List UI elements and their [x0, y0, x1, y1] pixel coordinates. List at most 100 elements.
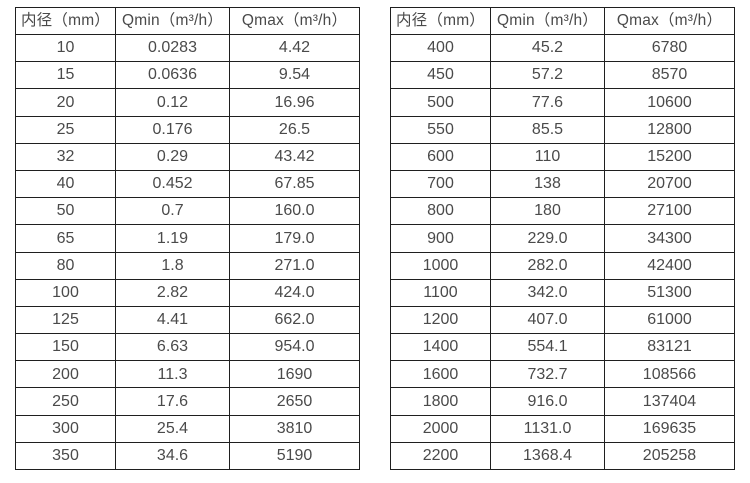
qmax-cell: 61000 — [604, 305, 735, 335]
qmax-cell: 108566 — [604, 360, 735, 389]
table-row: 800 180 27100 — [390, 197, 735, 226]
table-row: 10 0.0283 4.42 — [15, 33, 360, 63]
table-row: 500 77.6 10600 — [390, 88, 735, 117]
qmin-cell: 25.4 — [115, 414, 230, 443]
diameter-cell: 500 — [390, 88, 491, 117]
table-row: 350 34.6 5190 — [15, 441, 360, 471]
table-row: 50 0.7 160.0 — [15, 197, 360, 226]
diameter-cell: 65 — [15, 224, 116, 253]
diameter-cell: 1800 — [390, 387, 491, 416]
diameter-cell: 50 — [15, 197, 116, 226]
table-row: 1600 732.7 108566 — [390, 360, 735, 389]
table-row: 600 110 15200 — [390, 142, 735, 171]
qmin-cell: 342.0 — [490, 278, 605, 307]
qmin-cell: 0.7 — [115, 197, 230, 226]
qmin-cell: 732.7 — [490, 360, 605, 389]
table-row: 2000 1131.0 169635 — [390, 414, 735, 443]
diameter-cell: 400 — [390, 33, 491, 63]
diameter-cell: 800 — [390, 197, 491, 226]
diameter-cell: 700 — [390, 169, 491, 199]
diameter-cell: 150 — [15, 333, 116, 362]
table-row: 1100 342.0 51300 — [390, 278, 735, 307]
qmax-cell: 8570 — [604, 61, 735, 90]
qmax-cell: 16.96 — [229, 88, 360, 117]
header-row: 内径（mm） Qmin（m³/h） Qmax（m³/h） — [15, 7, 360, 35]
flow-range-table-small-diameters: 内径（mm） Qmin（m³/h） Qmax（m³/h） 10 0.0283 4.4… — [15, 7, 360, 471]
diameter-cell: 900 — [390, 224, 491, 253]
column-header-diameter: 内径（mm） — [15, 7, 116, 35]
diameter-cell: 300 — [15, 414, 116, 443]
diameter-cell: 550 — [390, 115, 491, 144]
qmin-cell: 0.0283 — [115, 33, 230, 63]
qmax-cell: 43.42 — [229, 142, 360, 171]
table-row: 32 0.29 43.42 — [15, 142, 360, 171]
qmin-cell: 229.0 — [490, 224, 605, 253]
qmax-cell: 662.0 — [229, 305, 360, 335]
diameter-cell: 1000 — [390, 251, 491, 280]
qmax-cell: 137404 — [604, 387, 735, 416]
qmax-cell: 10600 — [604, 88, 735, 117]
qmin-cell: 1.19 — [115, 224, 230, 253]
table-row: 250 17.6 2650 — [15, 387, 360, 416]
table-body: 10 0.0283 4.42 15 0.0636 9.54 20 0.12 16.96 25 0.1… — [15, 33, 360, 471]
qmax-cell: 26.5 — [229, 115, 360, 144]
qmin-cell: 110 — [490, 142, 605, 171]
column-header-diameter: 内径（mm） — [390, 7, 491, 35]
qmax-cell: 5190 — [229, 441, 360, 471]
qmax-cell: 20700 — [604, 169, 735, 199]
qmin-cell: 0.29 — [115, 142, 230, 171]
table-row: 300 25.4 3810 — [15, 414, 360, 443]
qmax-cell: 83121 — [604, 333, 735, 362]
diameter-cell: 2200 — [390, 441, 491, 471]
table-row: 65 1.19 179.0 — [15, 224, 360, 253]
diameter-cell: 250 — [15, 387, 116, 416]
diameter-cell: 1400 — [390, 333, 491, 362]
qmin-cell: 11.3 — [115, 360, 230, 389]
qmin-cell: 0.0636 — [115, 61, 230, 90]
qmax-cell: 6780 — [604, 33, 735, 63]
table-row: 550 85.5 12800 — [390, 115, 735, 144]
column-header-qmax: Qmax（m³/h） — [229, 7, 360, 35]
table-row: 200 11.3 1690 — [15, 360, 360, 389]
diameter-cell: 350 — [15, 441, 116, 471]
table-row: 20 0.12 16.96 — [15, 88, 360, 117]
qmax-cell: 205258 — [604, 441, 735, 471]
qmax-cell: 34300 — [604, 224, 735, 253]
qmin-cell: 17.6 — [115, 387, 230, 416]
qmax-cell: 179.0 — [229, 224, 360, 253]
qmax-cell: 3810 — [229, 414, 360, 443]
qmax-cell: 954.0 — [229, 333, 360, 362]
table-row: 25 0.176 26.5 — [15, 115, 360, 144]
table-row: 15 0.0636 9.54 — [15, 61, 360, 90]
table-row: 1400 554.1 83121 — [390, 333, 735, 362]
qmax-cell: 9.54 — [229, 61, 360, 90]
diameter-cell: 125 — [15, 305, 116, 335]
qmax-cell: 2650 — [229, 387, 360, 416]
table-row: 80 1.8 271.0 — [15, 251, 360, 280]
column-header-qmin: Qmin（m³/h） — [490, 7, 605, 35]
diameter-cell: 15 — [15, 61, 116, 90]
qmax-cell: 169635 — [604, 414, 735, 443]
qmax-cell: 160.0 — [229, 197, 360, 226]
diameter-cell: 10 — [15, 33, 116, 63]
qmin-cell: 0.176 — [115, 115, 230, 144]
qmin-cell: 57.2 — [490, 61, 605, 90]
qmin-cell: 0.452 — [115, 169, 230, 199]
qmax-cell: 12800 — [604, 115, 735, 144]
qmin-cell: 0.12 — [115, 88, 230, 117]
table-row: 1000 282.0 42400 — [390, 251, 735, 280]
qmin-cell: 85.5 — [490, 115, 605, 144]
flow-range-table-large-diameters: 内径（mm） Qmin（m³/h） Qmax（m³/h） 400 45.2 6780… — [390, 7, 735, 471]
qmax-cell: 67.85 — [229, 169, 360, 199]
qmin-cell: 2.82 — [115, 278, 230, 307]
table-row: 150 6.63 954.0 — [15, 333, 360, 362]
table-row: 700 138 20700 — [390, 169, 735, 199]
qmax-cell: 424.0 — [229, 278, 360, 307]
diameter-cell: 600 — [390, 142, 491, 171]
table-row: 2200 1368.4 205258 — [390, 441, 735, 471]
header-row: 内径（mm） Qmin（m³/h） Qmax（m³/h） — [390, 7, 735, 35]
table-row: 125 4.41 662.0 — [15, 305, 360, 335]
table-row: 400 45.2 6780 — [390, 33, 735, 63]
diameter-cell: 1100 — [390, 278, 491, 307]
